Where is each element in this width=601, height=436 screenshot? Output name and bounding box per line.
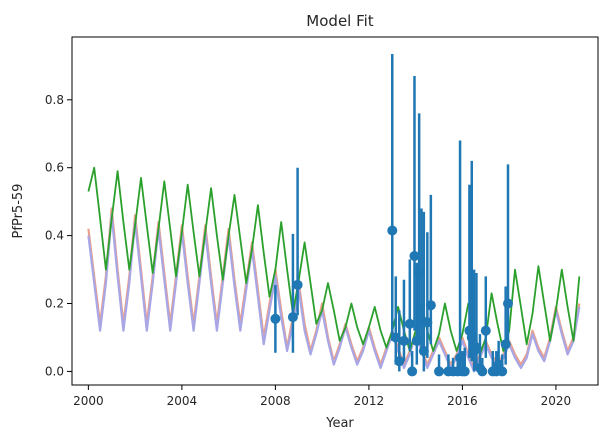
series-line-model_c [87,166,581,356]
x-axis: 2000 2004 2008 2012 2016 2020 [73,385,571,408]
x-tick-label: 2008 [260,394,291,408]
data-point [287,312,298,323]
x-tick-label: 2020 [541,394,572,408]
data-point [418,346,429,357]
x-tick-label: 2016 [447,394,478,408]
data-point [502,298,513,309]
x-tick-label: 2000 [73,394,104,408]
x-axis-label: Year [325,416,354,431]
y-axis: 0.0 0.2 0.4 0.6 0.8 [45,93,72,378]
data-point [477,366,488,377]
data-point [497,366,508,377]
plot-area [87,53,581,377]
data-point [404,318,415,329]
data-point [398,335,409,346]
y-tick-label: 0.8 [45,93,64,107]
y-tick-label: 0.0 [45,364,64,378]
data-point [471,342,482,353]
plot-frame [71,36,599,386]
data-point [425,300,436,311]
y-axis-label: PfPr5-59 [11,184,26,239]
data-point [270,313,281,324]
data-point [480,325,491,336]
data-point [411,335,422,346]
data-point [466,332,477,343]
x-tick-label: 2004 [167,394,198,408]
data-point [387,225,398,236]
data-point [459,366,470,377]
x-tick-label: 2012 [354,394,385,408]
data-point [292,279,303,290]
data-point [407,366,418,377]
data-point [500,339,511,350]
data-point [414,267,425,278]
y-tick-label: 0.2 [45,297,64,311]
data-point [434,366,445,377]
chart-title: Model Fit [306,12,374,30]
data-point [409,250,420,261]
data-point [394,356,405,367]
y-tick-label: 0.6 [45,161,64,175]
data-point [390,332,401,343]
data-point [455,352,466,363]
y-tick-label: 0.4 [45,229,64,243]
data-point [422,317,433,328]
